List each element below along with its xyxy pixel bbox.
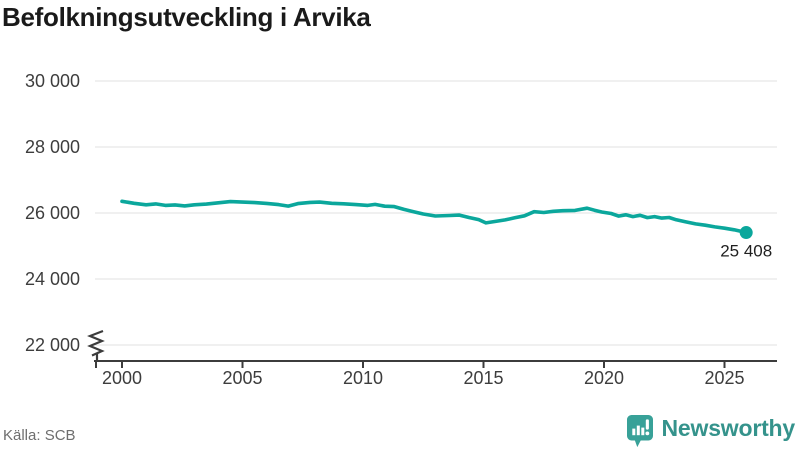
x-tick-label: 2010 bbox=[343, 368, 383, 388]
newsworthy-logo-text: Newsworthy bbox=[661, 415, 796, 441]
newsworthy-logo-icon bbox=[626, 414, 654, 448]
y-tick-label: 30 000 bbox=[25, 71, 80, 91]
x-tick-label: 2000 bbox=[102, 368, 142, 388]
y-tick-label: 28 000 bbox=[25, 137, 80, 157]
y-tick-label: 24 000 bbox=[25, 269, 80, 289]
source-note: Källa: SCB bbox=[3, 427, 76, 444]
x-tick-label: 2025 bbox=[704, 368, 744, 388]
y-tick-label: 22 000 bbox=[25, 335, 80, 355]
endpoint-value-label: 25 408 bbox=[720, 242, 772, 261]
endpoint-marker bbox=[739, 226, 753, 240]
page-title: Befolkningsutveckling i Arvika bbox=[2, 2, 371, 32]
newsworthy-logo[interactable]: Newsworthy bbox=[626, 413, 795, 448]
x-tick-label: 2020 bbox=[584, 368, 624, 388]
x-tick-label: 2005 bbox=[222, 368, 262, 388]
population-line bbox=[120, 199, 749, 235]
x-tick-label: 2015 bbox=[463, 368, 503, 388]
axis-break-icon bbox=[87, 329, 105, 361]
y-tick-label: 26 000 bbox=[25, 203, 80, 223]
